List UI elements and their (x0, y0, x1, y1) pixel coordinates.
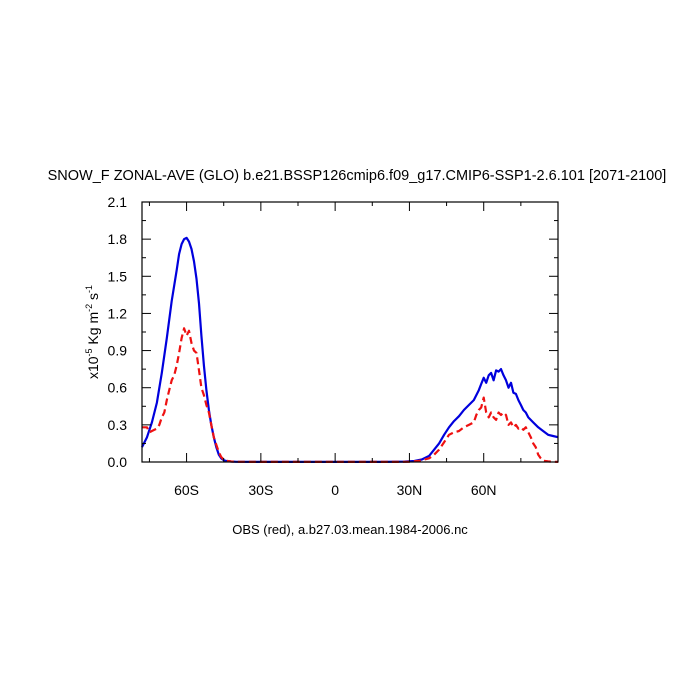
y-axis-label-exponent: -5 (84, 348, 94, 356)
y-axis-label-unit2-exponent: -1 (84, 285, 94, 293)
x-tick-label: 30N (397, 482, 423, 498)
series-line-0 (141, 236, 559, 463)
y-axis-label-unit1: Kg m (85, 312, 101, 349)
y-axis-label: x10-5 Kg m-2 s-1 (84, 285, 101, 379)
x-tick-label: 30S (248, 482, 273, 498)
series-line-1 (142, 327, 559, 463)
x-tick-label: 0 (331, 482, 339, 498)
y-tick-label: 1.2 (108, 305, 128, 321)
y-axis-label-prefix: x10 (85, 356, 101, 379)
y-axis-label-unit1-exponent: -2 (84, 304, 94, 312)
x-tick-label: 60S (174, 482, 199, 498)
x-axis-label: OBS (red), a.b27.03.mean.1984-2006.nc (232, 522, 468, 537)
y-tick-label: 0.9 (108, 343, 128, 359)
y-axis-label-unit2: s (85, 293, 101, 304)
y-tick-label: 1.5 (108, 268, 128, 284)
plot-area: 60S 30S 0 30N 60N 0.0 0.3 0.6 0.9 1.2 1.5 1.8 2.1 (108, 194, 559, 498)
y-tick-label: 0.3 (108, 417, 128, 433)
y-tick-label: 2.1 (108, 194, 128, 210)
x-axis: 60S 30S 0 30N 60N (148, 202, 522, 498)
series-layer (141, 236, 559, 463)
y-tick-label: 0.6 (108, 380, 128, 396)
y-axis: 0.0 0.3 0.6 0.9 1.2 1.5 1.8 2.1 (108, 194, 558, 470)
plot-frame (141, 201, 559, 463)
chart-title: SNOW_F ZONAL-AVE (GLO) b.e21.BSSP126cmip… (48, 168, 667, 184)
y-tick-label: 0.0 (108, 454, 128, 470)
y-tick-label: 1.8 (108, 231, 128, 247)
x-tick-label: 60N (471, 482, 497, 498)
